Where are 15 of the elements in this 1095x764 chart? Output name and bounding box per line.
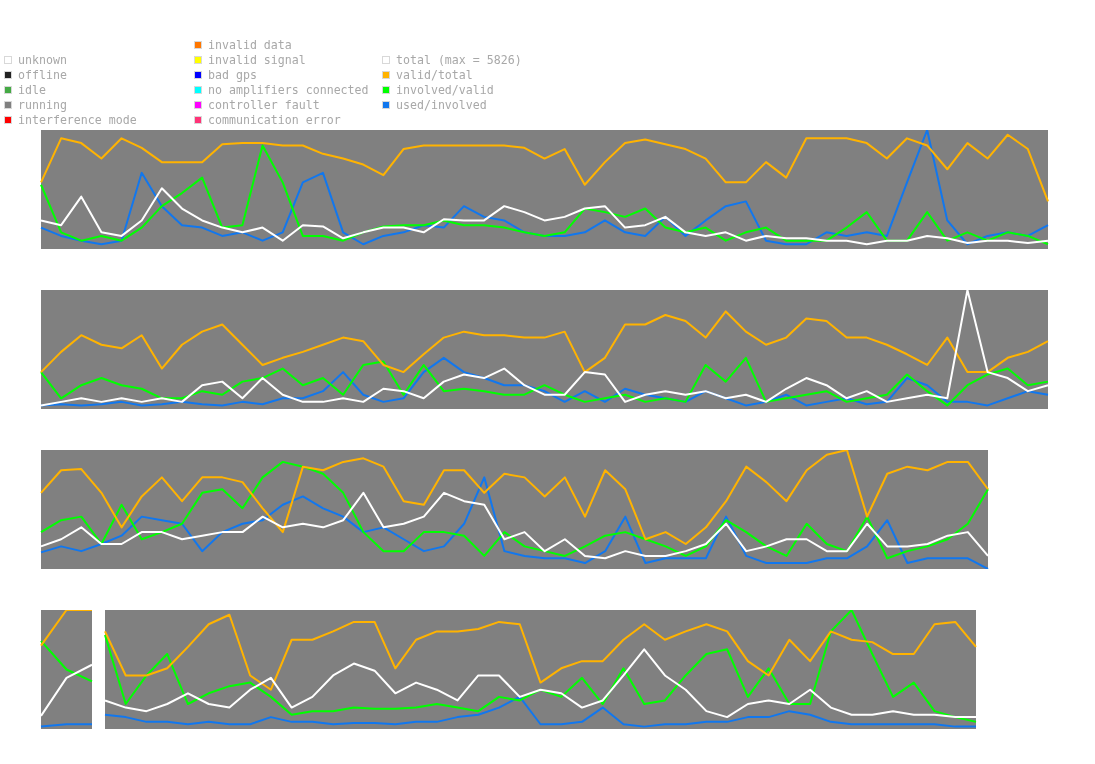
legend-label: bad gps xyxy=(208,67,257,82)
legend-label: invalid signal xyxy=(208,52,306,67)
legend-label: running xyxy=(18,97,67,112)
legend-label: idle xyxy=(18,82,46,97)
legend-label: total (max = 5826) xyxy=(396,52,522,67)
legend-label: interference mode xyxy=(18,112,137,127)
legend-label: controller fault xyxy=(208,97,320,112)
legend-label: involved/valid xyxy=(396,82,494,97)
legend-label: communication error xyxy=(208,112,341,127)
legend-label: valid/total xyxy=(396,67,473,82)
legend-label: no amplifiers connected xyxy=(208,82,369,97)
legend-label: used/involved xyxy=(396,97,487,112)
legend-label: offline xyxy=(18,67,67,82)
legend-label: invalid data xyxy=(208,37,292,52)
legend-label: unknown xyxy=(18,52,67,67)
